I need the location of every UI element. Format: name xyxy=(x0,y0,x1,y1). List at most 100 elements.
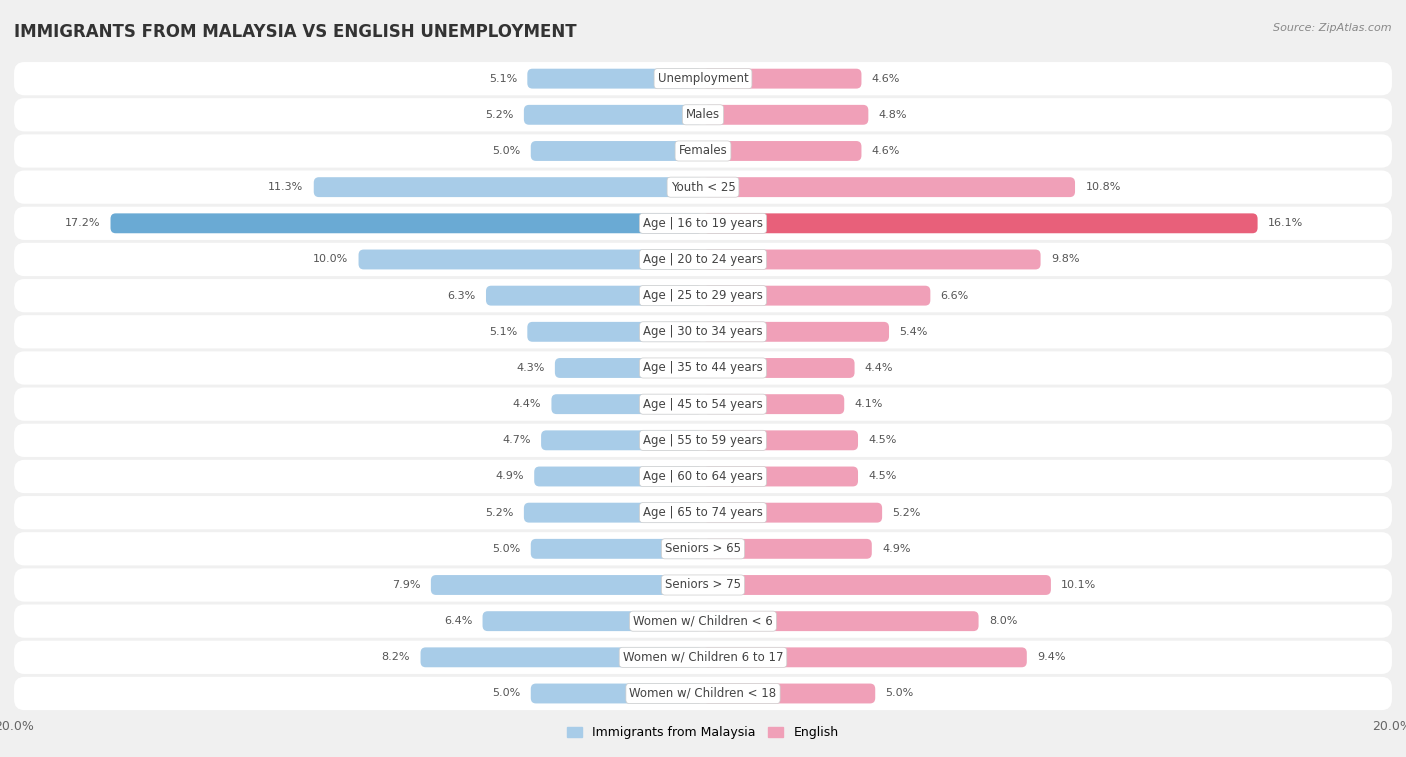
Text: Females: Females xyxy=(679,145,727,157)
FancyBboxPatch shape xyxy=(551,394,703,414)
Text: 6.3%: 6.3% xyxy=(447,291,475,301)
Text: 9.4%: 9.4% xyxy=(1038,653,1066,662)
FancyBboxPatch shape xyxy=(703,250,1040,269)
FancyBboxPatch shape xyxy=(14,569,1392,602)
FancyBboxPatch shape xyxy=(703,358,855,378)
FancyBboxPatch shape xyxy=(314,177,703,197)
Text: 4.9%: 4.9% xyxy=(882,544,911,554)
Text: Women w/ Children < 18: Women w/ Children < 18 xyxy=(630,687,776,700)
Text: 5.1%: 5.1% xyxy=(489,73,517,83)
Text: 4.1%: 4.1% xyxy=(855,399,883,409)
FancyBboxPatch shape xyxy=(703,322,889,341)
Text: Age | 35 to 44 years: Age | 35 to 44 years xyxy=(643,362,763,375)
Text: 10.0%: 10.0% xyxy=(314,254,349,264)
Text: 6.4%: 6.4% xyxy=(444,616,472,626)
Text: 5.0%: 5.0% xyxy=(886,689,914,699)
FancyBboxPatch shape xyxy=(14,351,1392,385)
FancyBboxPatch shape xyxy=(527,69,703,89)
Text: 8.2%: 8.2% xyxy=(381,653,411,662)
FancyBboxPatch shape xyxy=(14,424,1392,457)
FancyBboxPatch shape xyxy=(703,647,1026,667)
Text: Seniors > 75: Seniors > 75 xyxy=(665,578,741,591)
Text: 5.0%: 5.0% xyxy=(492,689,520,699)
FancyBboxPatch shape xyxy=(531,141,703,161)
FancyBboxPatch shape xyxy=(703,394,844,414)
Text: 4.4%: 4.4% xyxy=(865,363,893,373)
FancyBboxPatch shape xyxy=(703,575,1050,595)
Text: 9.8%: 9.8% xyxy=(1050,254,1080,264)
Text: Age | 60 to 64 years: Age | 60 to 64 years xyxy=(643,470,763,483)
FancyBboxPatch shape xyxy=(14,98,1392,132)
FancyBboxPatch shape xyxy=(14,532,1392,565)
FancyBboxPatch shape xyxy=(14,459,1392,493)
FancyBboxPatch shape xyxy=(14,315,1392,348)
FancyBboxPatch shape xyxy=(531,539,703,559)
FancyBboxPatch shape xyxy=(703,611,979,631)
FancyBboxPatch shape xyxy=(534,466,703,487)
Text: 10.8%: 10.8% xyxy=(1085,182,1121,192)
Text: 4.3%: 4.3% xyxy=(516,363,544,373)
Text: 4.6%: 4.6% xyxy=(872,73,900,83)
Text: 5.2%: 5.2% xyxy=(485,508,513,518)
FancyBboxPatch shape xyxy=(527,322,703,341)
FancyBboxPatch shape xyxy=(420,647,703,667)
FancyBboxPatch shape xyxy=(14,496,1392,529)
FancyBboxPatch shape xyxy=(486,285,703,306)
Text: Age | 20 to 24 years: Age | 20 to 24 years xyxy=(643,253,763,266)
FancyBboxPatch shape xyxy=(359,250,703,269)
FancyBboxPatch shape xyxy=(703,213,1257,233)
Text: 17.2%: 17.2% xyxy=(65,218,100,229)
FancyBboxPatch shape xyxy=(14,677,1392,710)
Text: Unemployment: Unemployment xyxy=(658,72,748,85)
FancyBboxPatch shape xyxy=(14,640,1392,674)
Text: 5.2%: 5.2% xyxy=(893,508,921,518)
Text: 4.5%: 4.5% xyxy=(869,472,897,481)
FancyBboxPatch shape xyxy=(531,684,703,703)
FancyBboxPatch shape xyxy=(14,134,1392,167)
Text: 5.0%: 5.0% xyxy=(492,146,520,156)
FancyBboxPatch shape xyxy=(703,466,858,487)
Text: 5.0%: 5.0% xyxy=(492,544,520,554)
FancyBboxPatch shape xyxy=(703,684,875,703)
Text: 5.4%: 5.4% xyxy=(900,327,928,337)
FancyBboxPatch shape xyxy=(703,69,862,89)
Text: Age | 25 to 29 years: Age | 25 to 29 years xyxy=(643,289,763,302)
FancyBboxPatch shape xyxy=(703,285,931,306)
Text: 8.0%: 8.0% xyxy=(988,616,1018,626)
FancyBboxPatch shape xyxy=(703,141,862,161)
FancyBboxPatch shape xyxy=(524,105,703,125)
FancyBboxPatch shape xyxy=(703,539,872,559)
Text: Age | 30 to 34 years: Age | 30 to 34 years xyxy=(643,326,763,338)
Text: Males: Males xyxy=(686,108,720,121)
FancyBboxPatch shape xyxy=(541,431,703,450)
Text: 5.1%: 5.1% xyxy=(489,327,517,337)
Text: 5.2%: 5.2% xyxy=(485,110,513,120)
Text: 4.4%: 4.4% xyxy=(513,399,541,409)
FancyBboxPatch shape xyxy=(14,388,1392,421)
FancyBboxPatch shape xyxy=(14,279,1392,313)
Text: Age | 65 to 74 years: Age | 65 to 74 years xyxy=(643,506,763,519)
FancyBboxPatch shape xyxy=(14,605,1392,638)
FancyBboxPatch shape xyxy=(430,575,703,595)
Text: 11.3%: 11.3% xyxy=(269,182,304,192)
Text: 6.6%: 6.6% xyxy=(941,291,969,301)
Text: 4.5%: 4.5% xyxy=(869,435,897,445)
Text: 4.8%: 4.8% xyxy=(879,110,907,120)
Text: Source: ZipAtlas.com: Source: ZipAtlas.com xyxy=(1274,23,1392,33)
Text: Women w/ Children 6 to 17: Women w/ Children 6 to 17 xyxy=(623,651,783,664)
Text: 4.9%: 4.9% xyxy=(495,472,524,481)
Text: Youth < 25: Youth < 25 xyxy=(671,181,735,194)
FancyBboxPatch shape xyxy=(14,243,1392,276)
FancyBboxPatch shape xyxy=(524,503,703,522)
Text: 10.1%: 10.1% xyxy=(1062,580,1097,590)
FancyBboxPatch shape xyxy=(703,503,882,522)
FancyBboxPatch shape xyxy=(703,105,869,125)
Legend: Immigrants from Malaysia, English: Immigrants from Malaysia, English xyxy=(562,721,844,744)
FancyBboxPatch shape xyxy=(14,170,1392,204)
FancyBboxPatch shape xyxy=(482,611,703,631)
FancyBboxPatch shape xyxy=(555,358,703,378)
Text: 4.7%: 4.7% xyxy=(502,435,531,445)
Text: 7.9%: 7.9% xyxy=(392,580,420,590)
Text: Age | 45 to 54 years: Age | 45 to 54 years xyxy=(643,397,763,410)
FancyBboxPatch shape xyxy=(703,177,1076,197)
